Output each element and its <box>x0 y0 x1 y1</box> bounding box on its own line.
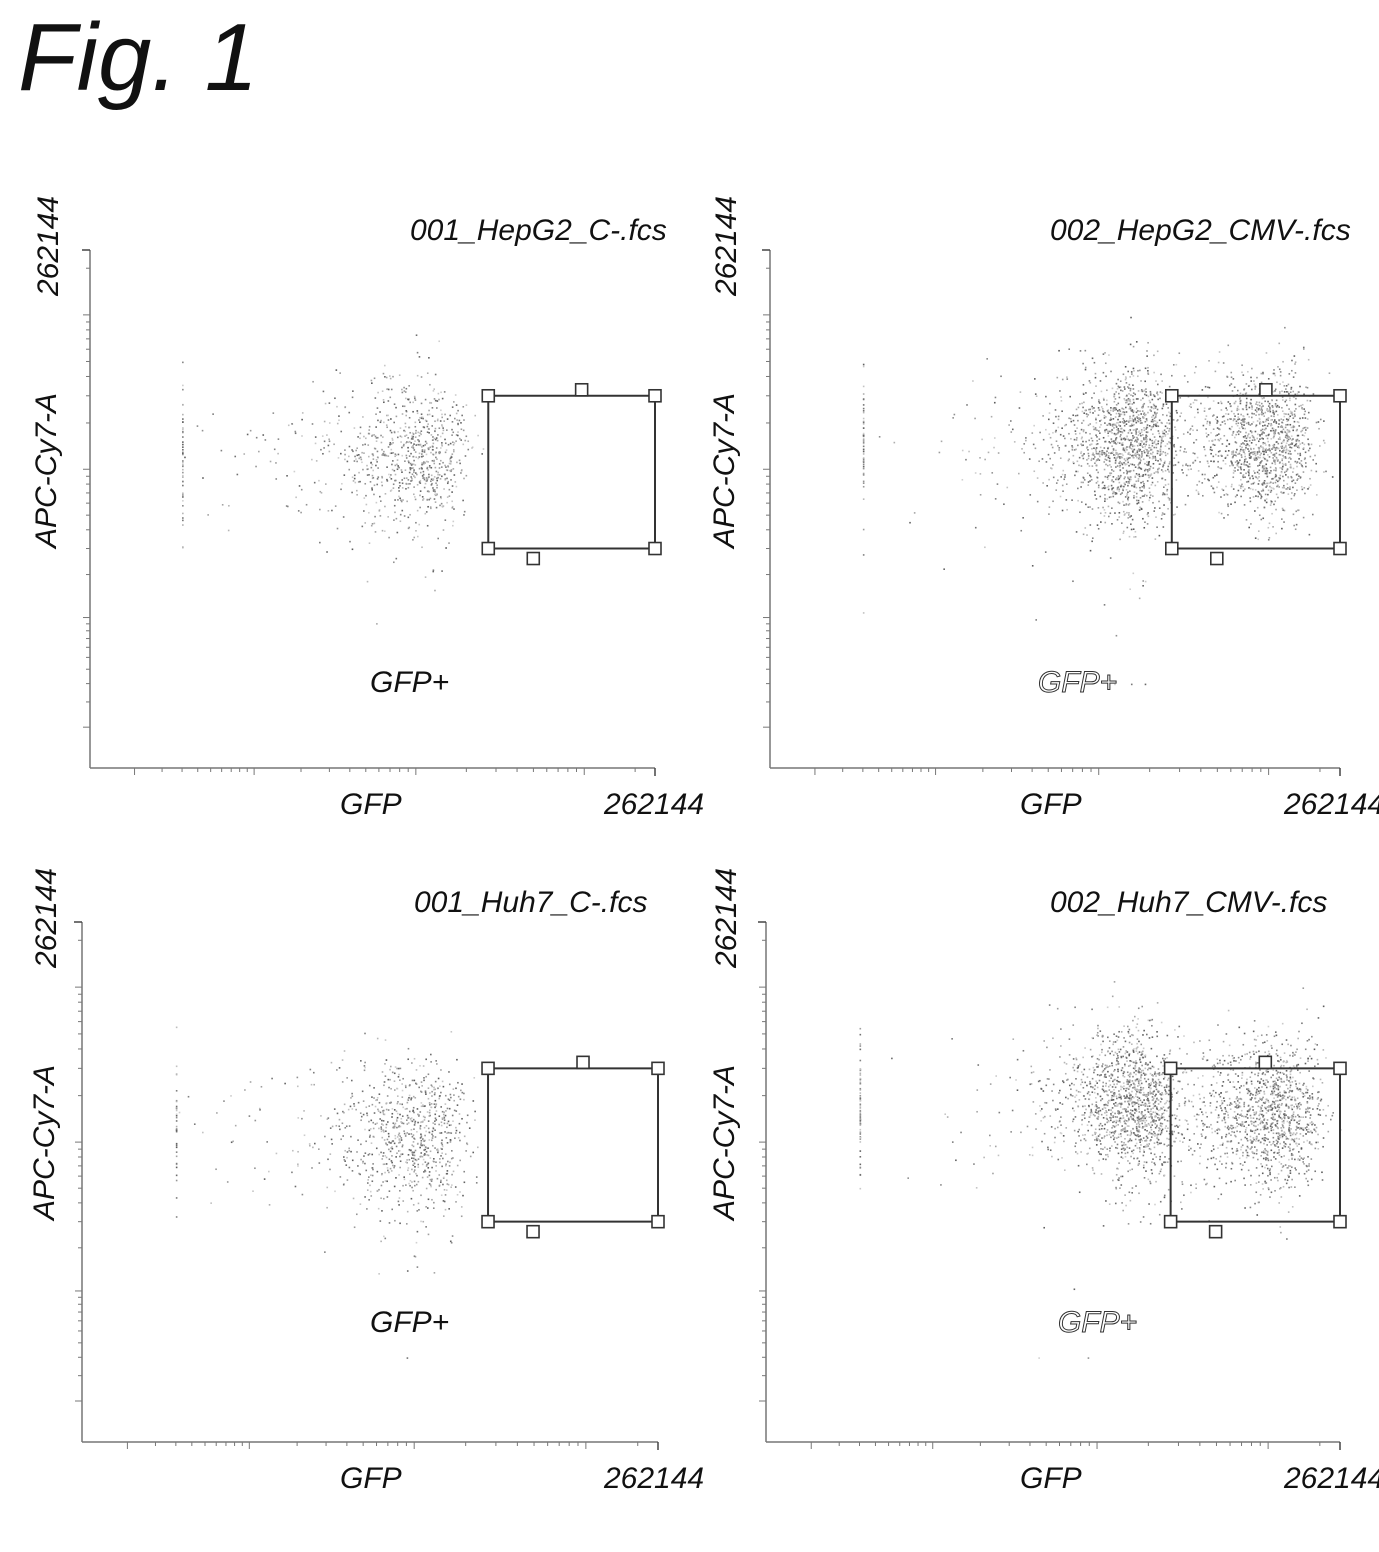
y-axis-label: APC-Cy7-A <box>708 393 742 548</box>
scatter-plot <box>0 200 680 880</box>
event-points <box>863 317 1334 685</box>
gate-handle <box>652 1216 664 1228</box>
gate-handle <box>1259 1056 1271 1068</box>
gate-handle <box>1260 384 1272 396</box>
x-axis-max-label: 262144 <box>1284 1462 1379 1496</box>
gate-handle <box>1334 390 1346 402</box>
event-points <box>182 334 484 624</box>
gate-label: GFP+ <box>1058 1306 1137 1340</box>
gate-handle <box>652 1062 664 1074</box>
gate-handle <box>482 1216 494 1228</box>
gate-polygon <box>1172 396 1340 549</box>
y-axis-label: APC-Cy7-A <box>28 1065 62 1220</box>
sample-name: 001_HepG2_C-.fcs <box>410 214 667 248</box>
gate-handle <box>1166 390 1178 402</box>
gate-handle <box>527 553 539 565</box>
panel-hepg2-cmv: 002_HepG2_CMV-.fcs 262144 APC-Cy7-A GFP … <box>680 200 1360 880</box>
scatter-plot <box>680 872 1360 1512</box>
gate-handle <box>1334 543 1346 555</box>
y-axis-max-label: 262144 <box>30 868 64 968</box>
x-axis-label: GFP <box>1020 1462 1082 1496</box>
gate-handle <box>482 390 494 402</box>
x-axis-max-label: 262144 <box>1284 788 1379 822</box>
sample-name: 002_HepG2_CMV-.fcs <box>1050 214 1351 248</box>
x-axis-label: GFP <box>1020 788 1082 822</box>
gate-handle <box>1334 1062 1346 1074</box>
gate-handle <box>577 1056 589 1068</box>
y-axis-max-label: 262144 <box>710 196 744 296</box>
gate-handle <box>1165 1062 1177 1074</box>
gate-handle <box>649 390 661 402</box>
gate-handle <box>649 543 661 555</box>
gate-polygon <box>488 396 655 549</box>
gate-handle <box>1165 1216 1177 1228</box>
panel-hepg2-control: 001_HepG2_C-.fcs 262144 APC-Cy7-A GFP 26… <box>0 200 680 880</box>
y-axis-label: APC-Cy7-A <box>708 1065 742 1220</box>
figure-title: Fig. 1 <box>18 10 258 106</box>
panel-huh7-control: 001_Huh7_C-.fcs 262144 APC-Cy7-A GFP 262… <box>0 872 680 1552</box>
event-points <box>860 981 1342 1359</box>
gate-handle <box>1334 1216 1346 1228</box>
gate-polygon <box>1171 1068 1340 1221</box>
gate-handle <box>482 1062 494 1074</box>
y-axis-max-label: 262144 <box>710 868 744 968</box>
gate-handle <box>1210 1226 1222 1238</box>
sample-name: 001_Huh7_C-.fcs <box>414 886 647 920</box>
gate-handle <box>1211 553 1223 565</box>
gate-label: GFP+ <box>370 1306 449 1340</box>
gate-handle <box>482 543 494 555</box>
gate-label: GFP+ <box>370 666 449 700</box>
y-axis-label: APC-Cy7-A <box>30 393 64 548</box>
panel-huh7-cmv: 002_Huh7_CMV-.fcs 262144 APC-Cy7-A GFP 2… <box>680 872 1360 1552</box>
scatter-plot <box>0 872 680 1552</box>
scatter-plot <box>680 200 1360 880</box>
x-axis-label: GFP <box>340 1462 402 1496</box>
gate-handle <box>1166 543 1178 555</box>
x-axis-label: GFP <box>340 788 402 822</box>
gate-label: GFP+ <box>1038 666 1117 700</box>
sample-name: 002_Huh7_CMV-.fcs <box>1050 886 1327 920</box>
axis-ticks <box>758 922 1340 1450</box>
gate-handle <box>576 384 588 396</box>
axis-ticks <box>74 922 658 1450</box>
y-axis-max-label: 262144 <box>32 196 66 296</box>
gate-polygon <box>488 1068 658 1221</box>
gate-handle <box>527 1226 539 1238</box>
